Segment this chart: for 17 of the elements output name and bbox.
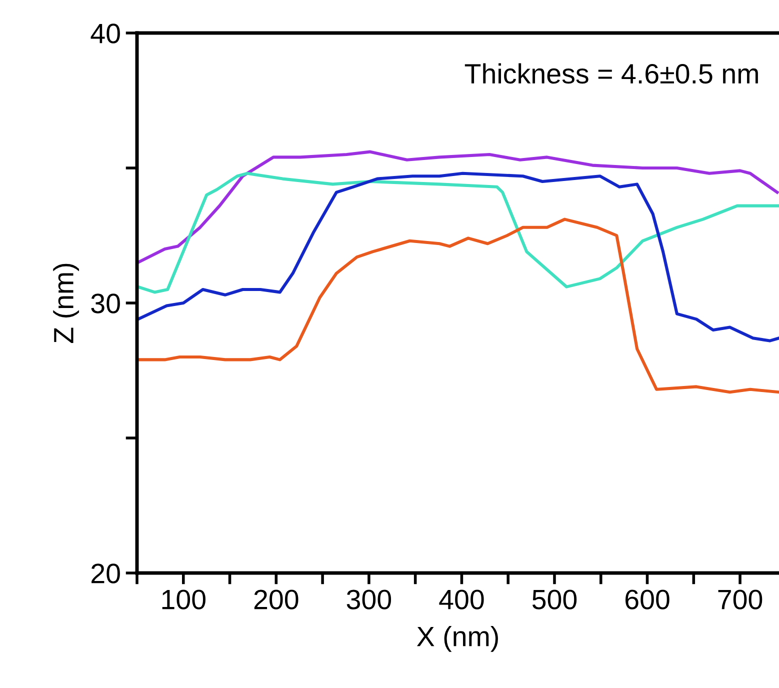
y-tick-label: 20 — [92, 564, 120, 584]
x-tick-label: 500 — [532, 590, 577, 610]
annotation: Thickness = 4.6±0.5 nm — [464, 63, 758, 84]
line-series — [137, 172, 779, 342]
line-series — [137, 150, 779, 264]
x-tick-label: 300 — [346, 590, 392, 610]
x-axis-title: X (nm) — [416, 626, 498, 652]
x-tick-label: 400 — [439, 590, 484, 610]
y-tick-label: 40 — [90, 24, 120, 44]
x-tick-label: 200 — [254, 590, 298, 610]
line-series — [137, 172, 779, 294]
y-tick-label: 30 — [91, 294, 120, 314]
x-tick-label: 100 — [162, 590, 206, 610]
x-tick-label: 600 — [626, 590, 670, 610]
line-series — [137, 218, 779, 394]
x-tick-label: 700 — [718, 590, 762, 610]
y-axis-title: Z (nm) — [53, 264, 80, 343]
